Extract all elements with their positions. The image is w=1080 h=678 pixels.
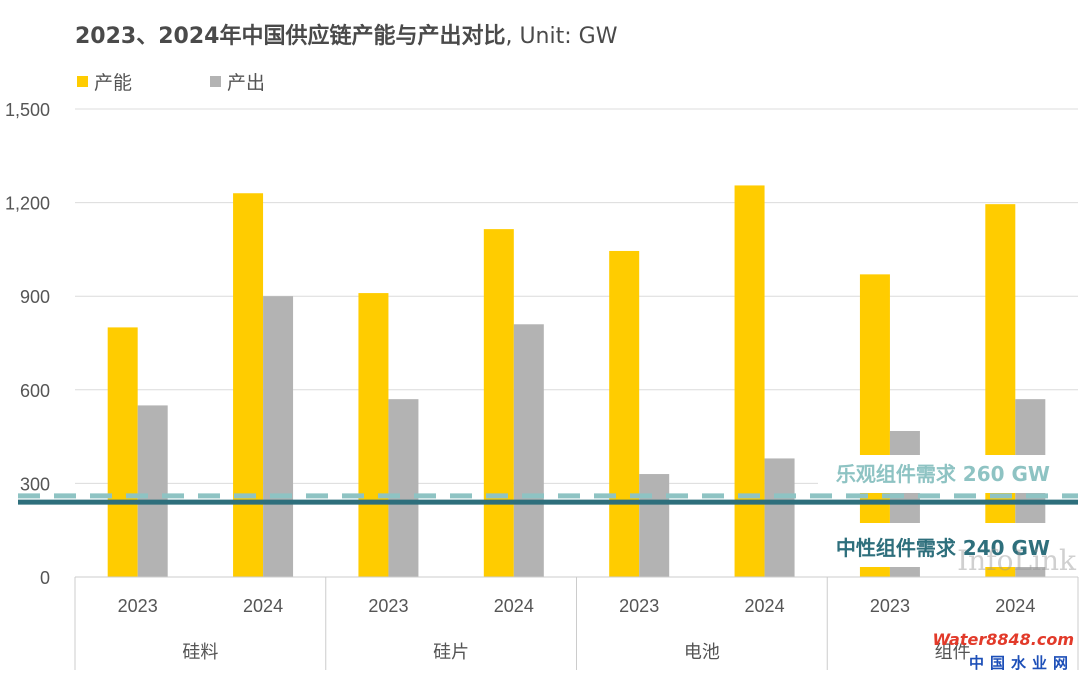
- site-name-watermark: 中国水业网: [968, 654, 1074, 672]
- x-group-label: 组件: [935, 642, 971, 663]
- y-tick-label: 1,500: [5, 100, 50, 120]
- x-year-label: 2023: [118, 596, 158, 616]
- bar-capacity: [985, 204, 1016, 577]
- x-group-label: 硅料: [182, 642, 218, 663]
- legend-label: 产出: [227, 72, 266, 94]
- bar-capacity: [358, 293, 389, 577]
- unit-label: , Unit: GW: [505, 24, 618, 49]
- site-logo-watermark: Water8848.com: [932, 630, 1074, 649]
- bar-capacity: [734, 185, 765, 577]
- bar-capacity: [107, 327, 138, 577]
- legend-label: 产能: [94, 72, 133, 94]
- label-background: [818, 455, 1078, 493]
- y-tick-label: 900: [20, 287, 50, 307]
- bar-capacity: [483, 229, 514, 577]
- bar-output: [263, 296, 294, 577]
- bar-capacity: [609, 250, 640, 577]
- bar-output: [388, 399, 419, 577]
- bar-output: [137, 405, 168, 577]
- x-group-label: 硅片: [433, 642, 469, 663]
- label-background: [818, 523, 1078, 567]
- reference-line-label: 中性组件需求 240 GW: [836, 536, 1050, 560]
- x-year-label: 2023: [368, 596, 408, 616]
- legend-output: 产出: [210, 68, 265, 95]
- y-tick-label: 0: [40, 568, 50, 588]
- x-year-label: 2024: [494, 596, 534, 616]
- x-year-label: 2024: [995, 596, 1035, 616]
- chart-title: 2023、2024年中国供应链产能与产出对比, Unit: GW: [75, 18, 617, 50]
- y-tick-label: 1,200: [5, 194, 50, 214]
- bar-output: [513, 324, 544, 577]
- bar-capacity: [233, 193, 264, 578]
- x-group-label: 电池: [684, 642, 720, 663]
- legend-swatch-output: [210, 76, 221, 87]
- y-tick-label: 600: [20, 381, 50, 401]
- x-year-label: 2024: [243, 596, 283, 616]
- bar-output: [764, 458, 795, 577]
- reference-line-label: 乐观组件需求 260 GW: [836, 462, 1050, 486]
- x-year-label: 2023: [870, 596, 910, 616]
- infolink-watermark: InfoLink: [957, 544, 1076, 577]
- y-tick-label: 300: [20, 474, 50, 494]
- legend-swatch-capacity: [77, 76, 88, 87]
- x-year-label: 2023: [619, 596, 659, 616]
- title-text: 2023、2024年中国供应链产能与产出对比: [75, 24, 506, 49]
- legend-capacity: 产能: [77, 68, 132, 95]
- bar-output: [639, 474, 670, 577]
- x-year-label: 2024: [745, 596, 785, 616]
